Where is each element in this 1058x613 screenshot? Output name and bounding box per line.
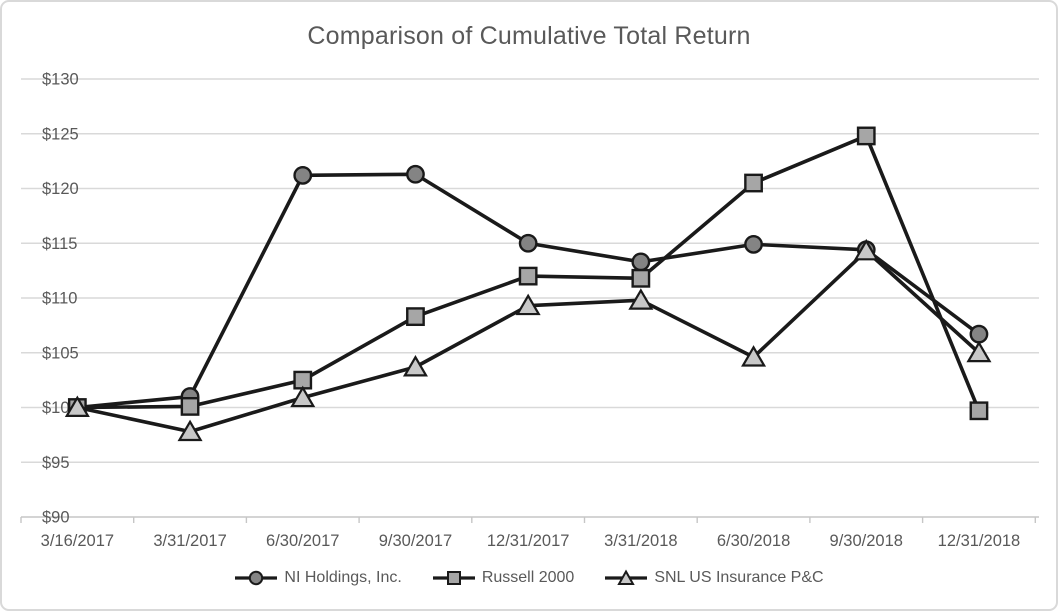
x-axis-label: 6/30/2017	[266, 532, 339, 550]
data-point-triangle	[64, 395, 90, 417]
data-point-triangle	[177, 419, 203, 442]
x-axis-label: 3/31/2018	[604, 532, 677, 550]
x-axis-label: 12/31/2018	[938, 532, 1021, 550]
y-axis-label: $105	[42, 344, 79, 362]
data-point-circle	[631, 252, 651, 272]
data-point-triangle	[853, 238, 879, 261]
legend-item-snl-insurance: SNL US Insurance P&C	[604, 569, 824, 587]
y-axis-label: $120	[42, 180, 79, 198]
data-point-circle	[406, 164, 425, 184]
legend-label-ni-holdings: NI Holdings, Inc.	[284, 569, 402, 586]
data-point-square	[180, 397, 200, 416]
data-point-triangle	[966, 340, 992, 363]
data-point-square	[406, 307, 425, 327]
data-point-triangle	[741, 345, 767, 367]
y-axis-label: $125	[42, 125, 79, 143]
x-axis-label: 6/30/2018	[717, 532, 790, 550]
y-axis-label: $110	[42, 290, 77, 308]
data-point-triangle	[290, 385, 316, 408]
series-line-circle	[75, 172, 981, 410]
data-point-triangle	[402, 354, 428, 377]
legend-label-russell-2000: Russell 2000	[481, 569, 575, 586]
data-point-triangle	[515, 293, 541, 316]
data-point-triangle	[628, 288, 654, 310]
chart-title: Comparison of Cumulative Total Return	[307, 22, 751, 50]
legend-label-snl-insurance: SNL US Insurance P&C	[654, 569, 824, 586]
y-axis-label: $95	[42, 454, 70, 472]
data-point-square	[969, 401, 989, 421]
data-point-square	[856, 126, 876, 146]
legend-item-ni-holdings: NI Holdings, Inc.	[234, 569, 402, 587]
y-axis-label: $130	[42, 71, 79, 89]
data-point-circle	[969, 324, 989, 344]
y-axis-label: $115	[42, 235, 77, 253]
legend-triangle-marker-icon	[605, 569, 648, 585]
legend-circle-marker-icon	[235, 570, 278, 586]
legend: NI Holdings, Inc. Russell 2000 SNL US In…	[2, 569, 1056, 587]
x-axis-label: 9/30/2017	[379, 532, 452, 550]
data-point-square	[744, 173, 763, 193]
data-point-circle	[744, 234, 763, 254]
data-point-circle	[293, 165, 313, 185]
legend-item-russell-2000: Russell 2000	[432, 569, 575, 587]
data-point-square	[518, 266, 538, 286]
x-axis-label: 12/31/2017	[487, 532, 570, 550]
data-point-square	[631, 268, 651, 288]
y-axis-label: $90	[42, 509, 70, 527]
legend-square-marker-icon	[432, 571, 475, 585]
data-point-circle	[518, 233, 538, 253]
x-axis-label: 3/16/2017	[41, 532, 114, 550]
x-axis-label: 3/31/2017	[153, 532, 226, 550]
x-axis-label: 9/30/2018	[830, 532, 903, 550]
